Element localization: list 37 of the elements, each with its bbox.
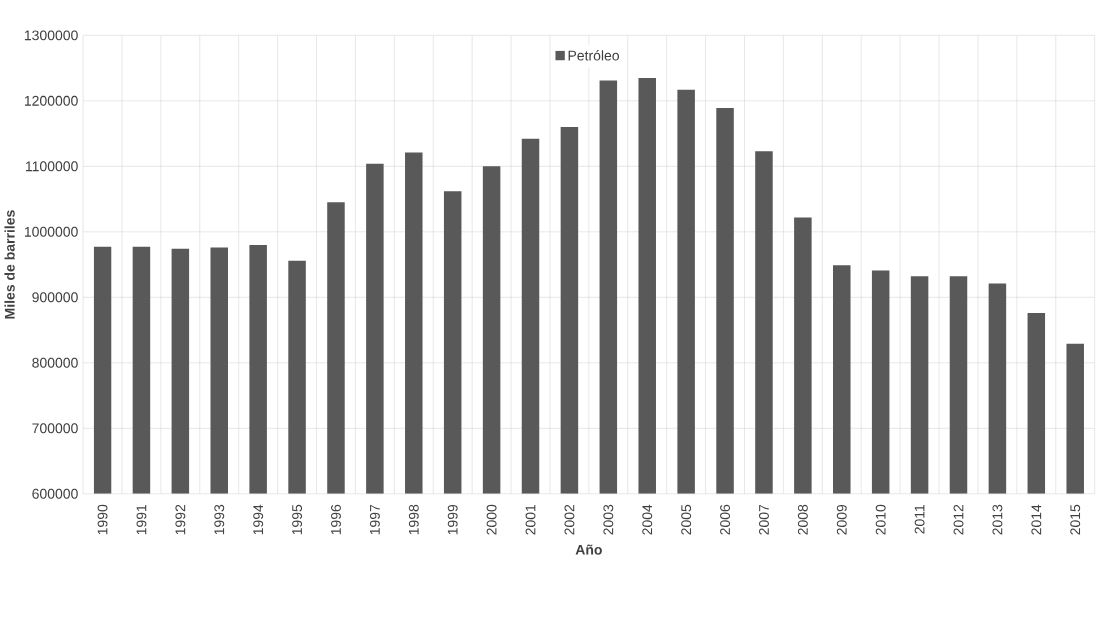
y-tick-label: 1300000: [24, 30, 78, 41]
x-tick-label: 1996: [331, 504, 341, 535]
x-tick-label: 2008: [797, 504, 808, 535]
x-tick-label: 1998: [408, 504, 419, 535]
y-tick-label: 1000000: [24, 226, 78, 237]
x-tick-label: 2002: [564, 505, 575, 535]
x-tick-label: 2011: [914, 505, 925, 534]
x-tick-label: 1993: [214, 504, 225, 535]
x-tick-label: 2014: [1031, 504, 1042, 535]
x-tick-label: 1992: [175, 505, 186, 535]
x-tick-label: 2004: [642, 504, 653, 535]
x-tick-label: 1994: [253, 504, 264, 535]
x-tick-label: 1997: [369, 505, 380, 535]
x-tick-label: 2015: [1070, 504, 1081, 535]
legend-label: Petróleo: [568, 50, 619, 61]
y-tick-label: 1100000: [25, 161, 78, 172]
y-tick-label: 900000: [32, 292, 78, 303]
x-axis-title: Año: [575, 544, 602, 555]
x-tick-label: 2010: [875, 504, 886, 535]
x-tick-label: 2001: [525, 505, 536, 535]
x-tick-label: 1990: [97, 504, 108, 535]
x-tick-label: 2005: [681, 504, 692, 535]
y-tick-label: 700000: [32, 423, 78, 434]
x-tick-label: 2012: [953, 505, 964, 535]
x-tick-label: 2009: [836, 505, 847, 535]
y-tick-label: 600000: [32, 488, 78, 499]
x-tick-label: 2007: [759, 505, 769, 535]
x-tick-label: 2003: [603, 504, 614, 535]
y-tick-label: 800000: [32, 357, 78, 368]
x-tick-label: 1991: [136, 505, 147, 535]
x-tick-label: 2000: [486, 504, 497, 535]
x-tick-label: 1995: [292, 504, 303, 535]
y-axis-title: Miles de barriles: [4, 210, 15, 319]
x-tick-label: 1999: [447, 505, 458, 535]
y-tick-label: 1200000: [24, 96, 78, 106]
x-tick-label: 2006: [720, 504, 731, 535]
x-tick-label: 2013: [992, 504, 1003, 535]
